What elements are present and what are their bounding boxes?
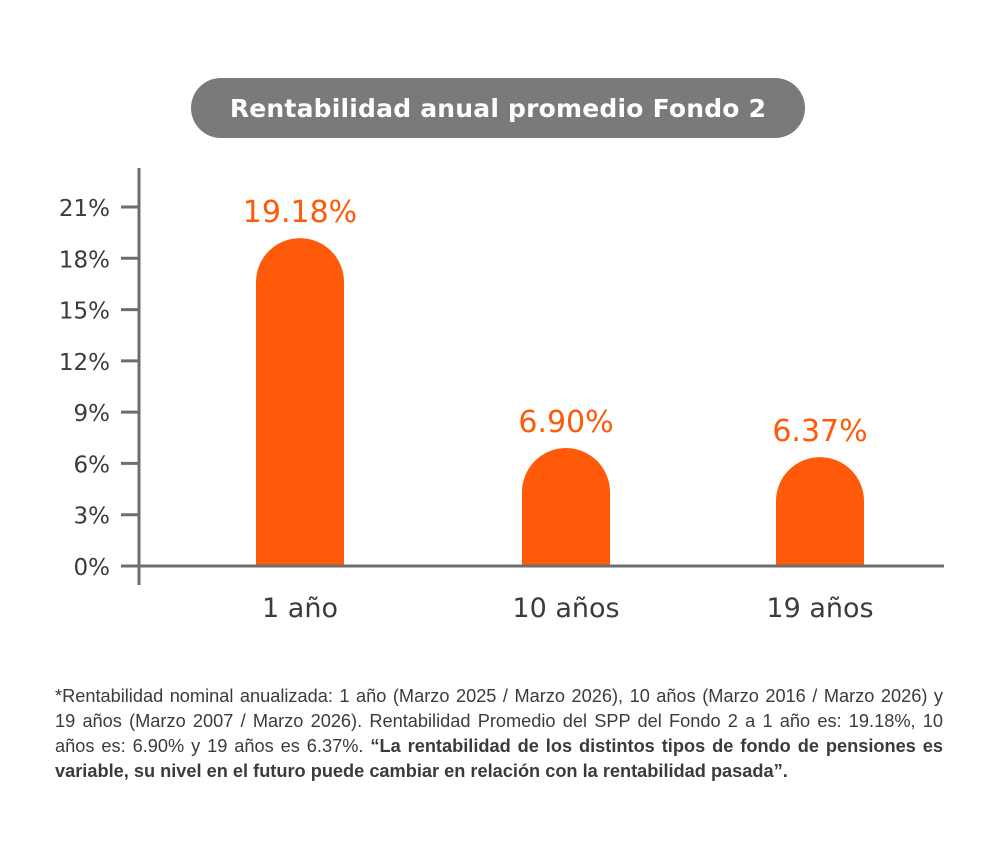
y-tick-label: 3% xyxy=(74,504,111,530)
x-category-label: 1 año xyxy=(262,593,338,624)
y-axis: 0% 3% 6% 9% 12% 15% 18% 21% xyxy=(59,168,141,585)
x-axis: 1 año 10 años 19 años xyxy=(121,564,944,624)
footnote: *Rentabilidad nominal anualizada: 1 año … xyxy=(55,684,943,784)
bar-value-label: 6.90% xyxy=(518,405,613,440)
y-tick-label: 0% xyxy=(74,555,111,581)
bars: 19.18% 6.90% 6.37% xyxy=(243,195,868,566)
bar xyxy=(256,238,344,566)
bar-value-label: 6.37% xyxy=(772,414,867,449)
chart-title: Rentabilidad anual promedio Fondo 2 xyxy=(191,78,805,138)
x-category-label: 10 años xyxy=(512,593,619,624)
bar xyxy=(776,457,864,566)
y-tick-label: 6% xyxy=(74,452,111,478)
bar xyxy=(522,448,610,566)
y-tick-label: 15% xyxy=(59,299,110,325)
y-tick-label: 18% xyxy=(59,247,110,273)
y-tick-label: 12% xyxy=(59,350,110,376)
footnote-normal-text: *Rentabilidad nominal anualizada: 1 año … xyxy=(55,686,943,756)
y-tick-label: 21% xyxy=(59,196,110,222)
footnote-bold-text: “La rentabilidad de los distintos tipos … xyxy=(55,736,943,781)
bar-chart: 0% 3% 6% 9% 12% 15% 18% 21% 19.18% 6.90% 6.37% 1 … xyxy=(59,168,944,624)
y-tick-label: 9% xyxy=(74,401,111,427)
x-category-label: 19 años xyxy=(766,593,873,624)
bar-value-label: 19.18% xyxy=(243,195,357,230)
